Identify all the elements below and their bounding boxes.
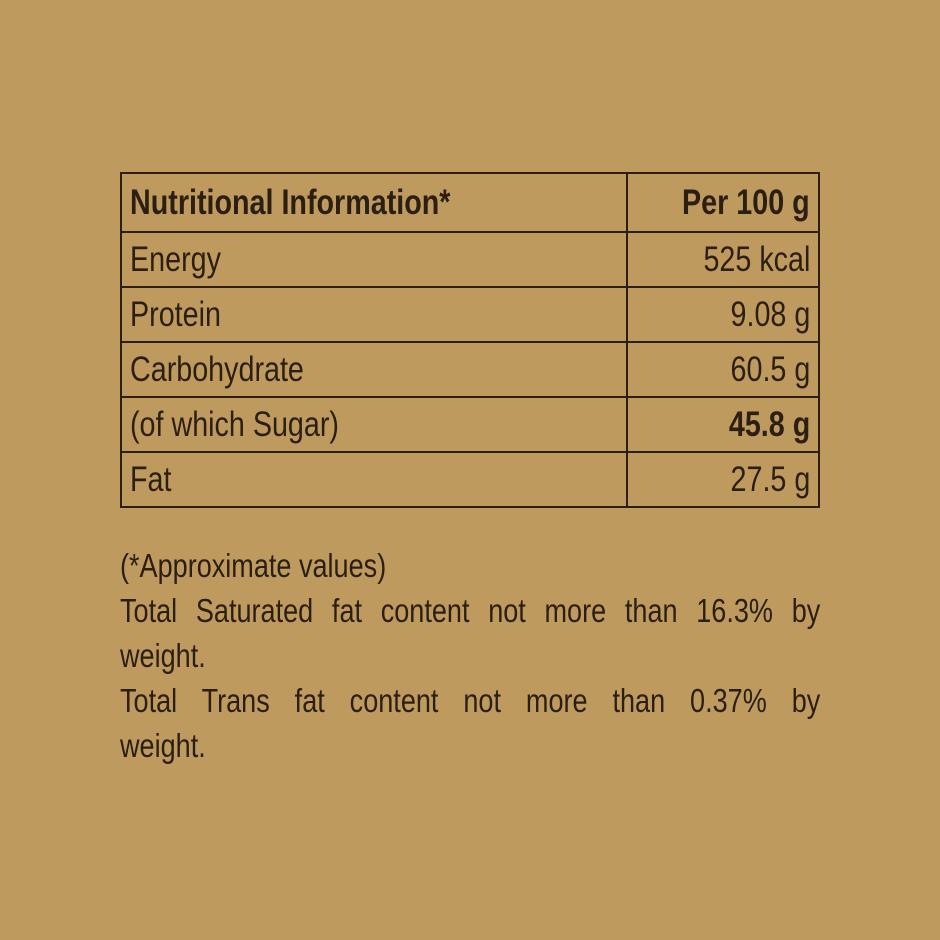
- row-label: (of which Sugar): [130, 404, 339, 444]
- row-label: Carbohydrate: [130, 349, 304, 389]
- nutrition-table: Nutritional Information* Per 100 g Energ…: [120, 172, 820, 508]
- row-label: Energy: [130, 239, 221, 279]
- table-row: Energy 525 kcal: [122, 231, 818, 286]
- table-row: Carbohydrate 60.5 g: [122, 341, 818, 396]
- row-value: 9.08 g: [730, 294, 810, 334]
- row-value: 45.8 g: [728, 404, 810, 444]
- footnotes: (*Approximate values) Total Saturated fa…: [120, 543, 820, 768]
- table-header-row: Nutritional Information* Per 100 g: [122, 174, 818, 231]
- header-value: Per 100 g: [682, 182, 810, 222]
- trans-fat-note: Total Trans fat content not more than 0.…: [120, 682, 821, 719]
- row-label: Protein: [130, 294, 221, 334]
- trans-fat-note-cont: weight.: [120, 727, 206, 764]
- row-value: 525 kcal: [703, 239, 810, 279]
- table-row: Protein 9.08 g: [122, 286, 818, 341]
- table-row: (of which Sugar) 45.8 g: [122, 396, 818, 451]
- saturated-fat-note: Total Saturated fat content not more tha…: [120, 592, 821, 629]
- table-row: Fat 27.5 g: [122, 451, 818, 506]
- header-label: Nutritional Information*: [130, 182, 451, 222]
- row-value: 60.5 g: [730, 349, 810, 389]
- approx-note: (*Approximate values): [120, 547, 387, 584]
- saturated-fat-note-cont: weight.: [120, 637, 206, 674]
- row-label: Fat: [130, 459, 172, 499]
- row-value: 27.5 g: [730, 459, 810, 499]
